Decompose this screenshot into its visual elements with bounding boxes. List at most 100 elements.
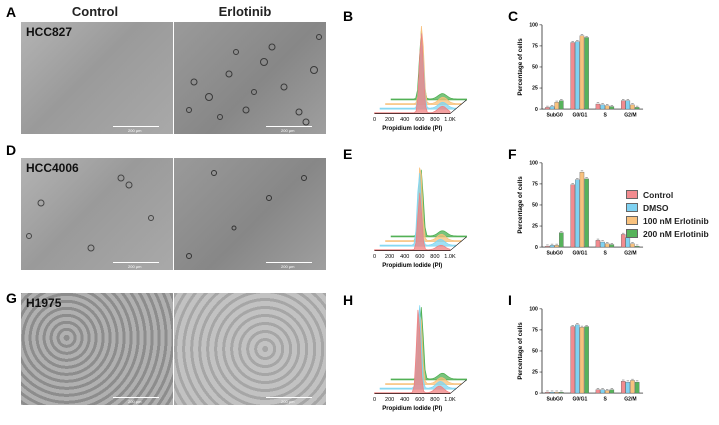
panel-letter-e: E	[343, 146, 353, 162]
bar	[625, 381, 631, 394]
bar	[579, 35, 585, 110]
histogram-tick-label: 400	[400, 117, 409, 123]
legend-label: DMSO	[643, 202, 669, 213]
histogram-tick-label: 200	[385, 117, 394, 123]
bar	[620, 234, 626, 248]
bar	[634, 107, 640, 110]
micrograph-hcc4006-control: HCC4006 200 µm	[21, 158, 173, 270]
histogram-depth-axis	[449, 99, 467, 114]
bar	[630, 243, 635, 248]
y-tick-label: 25	[532, 224, 538, 230]
bar	[545, 392, 550, 394]
scale-bar-label: 200 µm	[128, 399, 142, 404]
bar	[584, 37, 589, 110]
dead-cells-overlay	[186, 34, 322, 126]
micrograph-hcc827-erlotinib: 200 µm	[174, 22, 326, 134]
bar	[579, 327, 585, 394]
legend-swatch	[626, 216, 638, 225]
x-tick-label: G0/G1	[572, 113, 587, 119]
bar	[630, 380, 635, 394]
legend-item-dmso: DMSO	[626, 201, 709, 214]
histogram-curve	[390, 30, 467, 101]
bar	[575, 41, 580, 110]
bar	[554, 102, 559, 110]
cell-line-label: HCC827	[26, 25, 73, 39]
histogram-curve	[374, 192, 451, 252]
histogram-tick-label: 200	[385, 397, 394, 403]
cell-line-label: HCC4006	[26, 161, 79, 175]
micrograph-h1975-control: H1975 200 µm	[21, 293, 173, 405]
bar	[595, 240, 601, 248]
bar	[595, 103, 601, 110]
histogram-tick-label: 1.0K	[444, 397, 456, 403]
legend-swatch	[626, 190, 638, 199]
histogram-curve	[390, 169, 467, 238]
histogram-tick-label: 0	[373, 397, 376, 403]
panel-letter-f: F	[508, 146, 517, 162]
bar	[625, 100, 631, 110]
x-tick-label: SubG0	[546, 251, 562, 257]
histogram-tick-label: 800	[430, 254, 439, 260]
bar	[604, 390, 610, 394]
bar-chart-f: 0 25 50 75 100 Percentage of cells SubG0 G0/G1 S…	[517, 161, 644, 257]
panel-letter-a: A	[6, 4, 17, 20]
bar-chart-c: 0 25 50 75 100 Percentage of cells SubG0 G0/G1 S…	[517, 23, 644, 119]
bar	[634, 246, 640, 248]
y-tick-label: 75	[532, 182, 538, 188]
histogram-x-label: Propidium Iodide (PI)	[382, 263, 442, 269]
bar	[545, 107, 550, 110]
scale-bar-label: 200 µm	[128, 128, 142, 133]
histogram-tick-label: 400	[400, 254, 409, 260]
bar	[630, 104, 635, 110]
y-tick-label: 0	[535, 391, 538, 397]
x-tick-label: G2/M	[624, 113, 636, 119]
bar	[609, 389, 615, 394]
micrograph-h1975-erlotinib: 200 µm	[174, 293, 326, 405]
panel-letter-i: I	[508, 292, 512, 308]
legend-item-200nm: 200 nM Erlotinib	[626, 227, 709, 240]
histogram-curve	[374, 33, 451, 115]
scale-bar-label: 200 µm	[281, 399, 295, 404]
histogram-curve	[385, 167, 462, 242]
bar	[554, 392, 559, 394]
bar	[559, 232, 564, 248]
histogram-tick-label: 1.0K	[444, 117, 456, 123]
bar	[600, 241, 605, 248]
y-axis-label: Percentage of cells	[517, 176, 524, 234]
control-column-header: Control	[71, 4, 119, 19]
y-axis-label: Percentage of cells	[517, 38, 524, 96]
bar	[609, 244, 615, 248]
bar	[579, 171, 585, 248]
y-tick-label: 25	[532, 370, 538, 376]
y-tick-label: 0	[535, 245, 538, 251]
scale-bar	[266, 262, 312, 263]
histogram-tick-label: 600	[415, 254, 424, 260]
legend-swatch	[626, 229, 638, 238]
bar	[554, 245, 559, 248]
bar	[549, 245, 555, 248]
bar	[570, 184, 575, 248]
y-tick-label: 50	[532, 65, 538, 71]
histogram-tick-label: 800	[430, 117, 439, 123]
y-axis-label: Percentage of cells	[517, 322, 524, 380]
bar	[559, 100, 564, 110]
x-tick-label: SubG0	[546, 397, 562, 403]
panel-letter-d: D	[6, 142, 17, 158]
y-tick-label: 100	[529, 307, 538, 313]
panel-letter-h: H	[343, 292, 354, 308]
bar	[549, 392, 555, 394]
histogram-curve	[385, 313, 462, 385]
chart-legend: Control DMSO 100 nM Erlotinib 200 nM Erl…	[626, 188, 709, 240]
x-tick-label: S	[603, 251, 607, 257]
scale-bar	[113, 262, 159, 263]
histogram-curve	[390, 307, 467, 381]
scale-bar	[266, 397, 312, 398]
bar	[545, 246, 550, 248]
y-tick-label: 100	[529, 23, 538, 29]
bar	[549, 106, 555, 110]
scale-bar-label: 200 µm	[281, 128, 295, 133]
x-tick-label: G2/M	[624, 397, 636, 403]
x-tick-label: SubG0	[546, 113, 562, 119]
